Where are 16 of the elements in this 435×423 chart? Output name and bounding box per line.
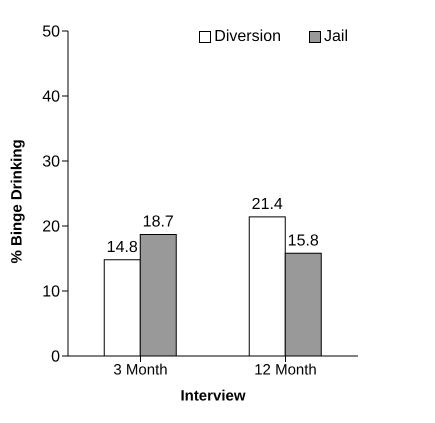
data-label: 18.7 [142, 213, 174, 230]
legend-label: Diversion [213, 28, 281, 46]
y-axis-title: % Binge Drinking [8, 139, 26, 264]
legend-label: Jail [322, 28, 348, 46]
data-label: 15.8 [288, 232, 319, 250]
x-tick-label: 12 Month [254, 362, 317, 379]
y-tick-label: 50 [42, 24, 60, 41]
x-axis-title: Interview [180, 388, 246, 405]
y-tick-label: 0 [51, 348, 60, 366]
y-tick-label: 10 [42, 284, 60, 301]
y-tick-label: 30 [42, 154, 60, 171]
y-tick-label: 20 [42, 218, 60, 236]
y-tick-label: 40 [42, 88, 60, 106]
x-tick-label: 3 Month [113, 362, 168, 379]
data-label: 21.4 [252, 196, 283, 213]
data-label: 14.8 [106, 238, 138, 256]
